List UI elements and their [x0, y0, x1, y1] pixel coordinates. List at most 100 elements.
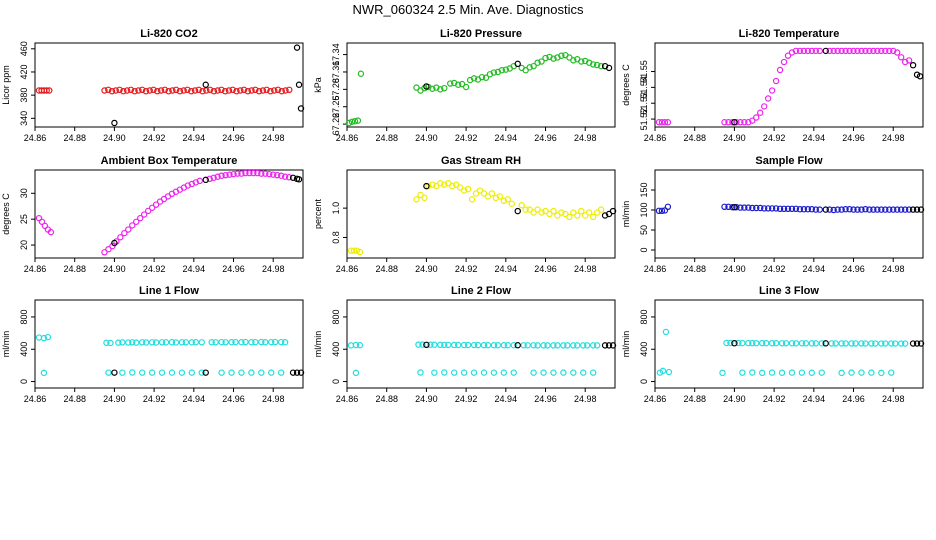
point-boxtemp-flag	[202, 176, 209, 184]
point-line1-high	[248, 339, 255, 346]
point-line3-high	[897, 340, 905, 347]
point-pressure-main	[566, 54, 573, 61]
point-sampleflow-main	[658, 207, 666, 214]
point-rh-main	[530, 209, 537, 216]
point-line2-high	[510, 342, 517, 349]
y-tick-label-line3: 800	[639, 309, 649, 324]
point-line2-high	[480, 341, 488, 349]
y-tick-label-co2: 460	[19, 41, 29, 56]
y-tick-label-pressure: 67.22	[331, 113, 341, 136]
point-pressure-main	[550, 55, 557, 62]
point-pressure-main	[345, 119, 353, 127]
point-rh-main	[546, 210, 553, 218]
x-tick-label-line1: 24.90	[103, 394, 126, 404]
point-line2-high	[494, 342, 502, 349]
point-rh-main	[425, 182, 432, 190]
point-line3-high	[735, 339, 742, 347]
point-co2-main	[221, 87, 229, 95]
point-line1-high	[133, 339, 140, 346]
x-tick-label-temp: 24.92	[763, 133, 786, 143]
x-tick-label-line1: 24.98	[262, 394, 285, 404]
point-rh-main	[593, 209, 601, 216]
x-tick-label-boxtemp: 24.88	[63, 264, 86, 274]
point-line3-low	[665, 368, 673, 376]
x-tick-label-co2: 24.94	[183, 133, 206, 143]
point-line3-high	[759, 339, 766, 347]
point-line2-low	[589, 369, 597, 376]
point-temp-main	[757, 109, 764, 116]
point-rh-main	[534, 206, 541, 213]
point-line3-low	[868, 369, 875, 376]
point-pressure-main	[558, 52, 565, 59]
point-line3-low	[659, 367, 667, 375]
point-sampleflow-main	[780, 205, 788, 212]
x-tick-label-boxtemp: 24.92	[143, 264, 166, 274]
point-sampleflow-main	[664, 203, 672, 210]
point-co2-main	[146, 87, 153, 94]
point-line2-high	[490, 342, 498, 349]
point-rh-main	[550, 207, 557, 215]
point-line3-high	[782, 340, 790, 347]
point-line2-high	[415, 341, 422, 348]
point-rh-main	[468, 196, 476, 203]
point-sampleflow-main	[733, 203, 740, 211]
x-tick-label-co2: 24.88	[63, 133, 86, 143]
point-line2-high	[554, 342, 561, 349]
point-line3-low	[739, 369, 746, 376]
plot-frame-boxtemp	[34, 169, 304, 259]
point-line1-high	[198, 339, 205, 346]
point-pressure-main	[498, 67, 506, 74]
point-rh-main	[441, 181, 448, 188]
point-line2-low	[560, 369, 567, 376]
point-sampleflow-main	[753, 204, 760, 212]
point-rh-main	[449, 182, 456, 190]
point-temp-main	[842, 47, 849, 55]
point-rh-main	[429, 181, 436, 188]
point-sampleflow-main	[808, 205, 816, 213]
point-co2-main	[108, 87, 116, 95]
point-sampleflow-main	[874, 206, 881, 213]
point-co2-main	[169, 87, 176, 94]
point-temp-main	[760, 103, 768, 110]
point-line3-flag	[917, 340, 925, 347]
point-sampleflow-main	[901, 206, 909, 213]
point-boxtemp-main	[218, 172, 225, 179]
point-sampleflow-main	[729, 203, 736, 211]
point-temp-main	[768, 87, 776, 94]
point-boxtemp-main	[222, 171, 229, 179]
point-line1-high	[119, 339, 126, 346]
panel-line3: Line 3 Flow ml/min 24.86 24.88 24.90 24.92 24.…	[621, 285, 925, 404]
point-co2-flag	[295, 81, 303, 88]
point-rh-main	[492, 194, 500, 202]
point-temp-main	[808, 47, 816, 55]
point-rh-main	[589, 213, 597, 221]
panel-pressure: Li-820 Pressure kPa 24.86 24.88 24.90 24.92 24…	[313, 28, 616, 143]
point-rh-main	[570, 209, 577, 216]
point-sampleflow-main	[834, 206, 841, 213]
point-boxtemp-flag	[111, 239, 118, 247]
point-boxtemp-main	[277, 172, 285, 179]
x-tick-label-sampleflow: 24.86	[644, 264, 667, 274]
y-tick-label-temp: 51.53	[639, 92, 649, 115]
point-temp-flag	[822, 47, 829, 55]
x-tick-label-line1: 24.92	[143, 394, 166, 404]
point-co2-main	[210, 87, 218, 95]
point-sampleflow-main	[776, 205, 784, 212]
point-line1-high	[238, 339, 245, 346]
point-line2-high	[356, 342, 364, 349]
point-pressure-main	[454, 81, 462, 88]
point-rh-main	[574, 212, 581, 219]
point-temp-main	[749, 117, 756, 124]
point-line2-flag	[609, 342, 617, 349]
x-tick-label-co2: 24.96	[222, 133, 245, 143]
point-line2-high	[580, 342, 587, 349]
point-line2-low	[500, 369, 508, 376]
point-rh-main	[522, 206, 529, 213]
point-rh-main	[488, 190, 496, 197]
point-line3-high	[892, 340, 899, 347]
point-temp-main	[816, 47, 823, 55]
panel-title-line1: Line 1 Flow	[139, 285, 199, 297]
point-line3-flag	[822, 340, 829, 347]
point-line3-high	[848, 340, 855, 347]
point-line1-flag	[289, 369, 297, 376]
